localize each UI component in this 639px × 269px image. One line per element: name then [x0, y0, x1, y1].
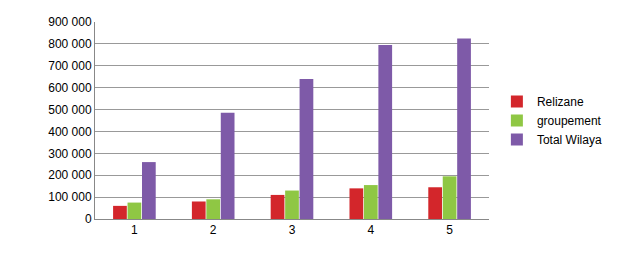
- svg-text:5: 5: [446, 223, 453, 237]
- svg-text:3: 3: [289, 223, 296, 237]
- svg-text:600 000: 600 000: [48, 81, 92, 95]
- svg-text:400 000: 400 000: [48, 125, 92, 139]
- svg-text:300 000: 300 000: [48, 147, 92, 161]
- svg-text:Total Wilaya: Total Wilaya: [537, 133, 602, 147]
- svg-text:900 000: 900 000: [48, 15, 92, 29]
- svg-text:1: 1: [131, 223, 138, 237]
- svg-text:groupement: groupement: [537, 114, 602, 128]
- svg-text:500 000: 500 000: [48, 103, 92, 117]
- svg-text:0: 0: [85, 212, 92, 226]
- svg-text:800 000: 800 000: [48, 37, 92, 51]
- svg-text:Relizane: Relizane: [537, 95, 584, 109]
- svg-text:4: 4: [367, 223, 374, 237]
- svg-text:100 000: 100 000: [48, 190, 92, 204]
- svg-text:200 000: 200 000: [48, 168, 92, 182]
- svg-text:700 000: 700 000: [48, 59, 92, 73]
- svg-text:2: 2: [210, 223, 217, 237]
